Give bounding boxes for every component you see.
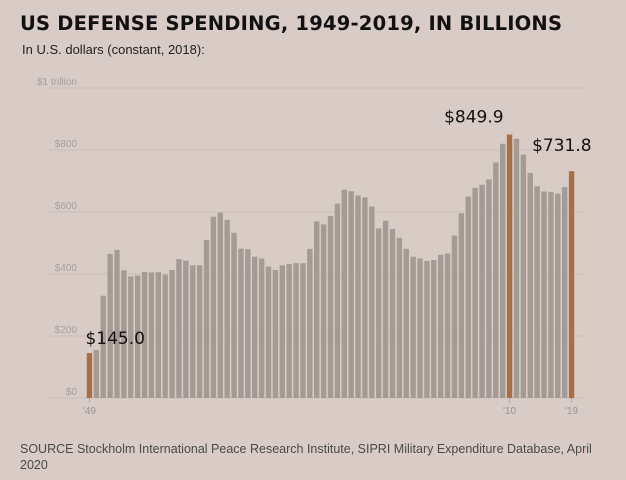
data-label-2019: $731.8: [532, 136, 591, 156]
bar-1981: [307, 248, 313, 398]
bar-1950: [93, 349, 100, 398]
bar-1995: [403, 248, 409, 398]
data-labels: $145.0 $849.9 $731.8: [85, 108, 591, 350]
bar-1980: [300, 263, 306, 398]
bar-chart: $0$200$400$600$800$1 trillion '49'10'19 …: [37, 77, 592, 417]
bar-1986: [341, 189, 347, 398]
bar-1999: [431, 260, 437, 398]
bar-1953: [114, 249, 120, 398]
bar-1951: [100, 295, 106, 398]
bar-1984: [327, 216, 334, 398]
bar-2005: [472, 187, 478, 398]
bar-1974: [258, 258, 265, 398]
bar-1968: [217, 212, 223, 398]
bar-2015: [541, 191, 547, 398]
bar-2003: [458, 213, 465, 398]
bar-1991: [376, 228, 382, 398]
bar-1970: [231, 232, 237, 398]
bar-1996: [410, 256, 416, 398]
bar-1982: [314, 221, 320, 398]
bar-1956: [134, 275, 141, 398]
x-tick-label: '19: [565, 406, 578, 417]
bar-1966: [203, 239, 210, 398]
data-label-1949: $145.0: [85, 329, 144, 349]
bar-highlight-1949: [86, 353, 93, 398]
bar-2011: [513, 138, 520, 398]
bar-1977: [279, 265, 285, 398]
bar-2012: [520, 154, 527, 398]
bar-1955: [128, 276, 134, 398]
bar-1975: [265, 266, 272, 398]
bar-1967: [210, 216, 217, 398]
bar-2013: [527, 172, 533, 398]
bars: [86, 134, 575, 398]
bar-1969: [224, 219, 230, 398]
bar-1979: [293, 263, 299, 398]
chart-subtitle: In U.S. dollars (constant, 2018):: [22, 42, 205, 57]
y-tick-label: $1 trillion: [37, 77, 77, 88]
bar-1964: [190, 265, 196, 398]
bar-2009: [500, 143, 506, 398]
bar-2016: [548, 191, 554, 398]
bar-1998: [424, 260, 430, 398]
bar-2018: [561, 187, 568, 398]
bar-2017: [555, 193, 561, 398]
bar-1989: [362, 197, 368, 398]
bar-1987: [348, 191, 354, 398]
y-tick-label: $200: [55, 325, 78, 336]
bar-1985: [334, 203, 341, 398]
bar-1988: [355, 195, 361, 398]
bar-1957: [141, 271, 148, 398]
bar-1983: [320, 224, 327, 398]
bar-highlight-2010: [506, 134, 513, 398]
bar-1965: [196, 265, 203, 398]
data-label-2010: $849.9: [444, 108, 503, 128]
bar-1993: [389, 229, 396, 398]
bar-1976: [272, 269, 279, 398]
bar-1992: [382, 220, 389, 398]
y-tick-label: $800: [55, 139, 78, 150]
bar-highlight-2019: [568, 171, 575, 398]
bar-1961: [169, 269, 175, 398]
bar-1952: [107, 253, 113, 398]
y-axis-ticks: $0 $200 $400 $600 $800 $1 trillion: [37, 77, 77, 398]
bar-2001: [444, 253, 451, 398]
bar-1972: [245, 249, 251, 398]
bar-1990: [369, 206, 375, 398]
source-note: SOURCE Stockholm International Peace Res…: [20, 442, 592, 472]
x-tick-label: '10: [503, 406, 516, 417]
bar-2007: [486, 179, 492, 398]
bar-1960: [162, 274, 168, 398]
bar-2008: [493, 162, 499, 398]
bar-1997: [417, 258, 423, 398]
y-tick-label: $400: [55, 263, 78, 274]
bar-2014: [534, 186, 540, 398]
bar-1971: [238, 248, 244, 398]
bar-2002: [451, 235, 458, 398]
x-axis-ticks: '49 '10 '19: [83, 398, 579, 417]
chart-title: US DEFENSE SPENDING, 1949-2019, IN BILLI…: [20, 12, 563, 35]
y-tick-label: $0: [66, 387, 78, 398]
bar-1954: [121, 270, 127, 398]
y-tick-label: $600: [55, 201, 78, 212]
bar-2004: [465, 196, 471, 398]
bar-1963: [183, 260, 189, 398]
bar-1958: [148, 272, 155, 398]
bar-1959: [155, 272, 161, 398]
bar-1973: [252, 256, 258, 398]
bar-1994: [396, 237, 403, 398]
x-tick-label: '49: [83, 406, 96, 417]
bar-1978: [286, 264, 292, 398]
bar-1962: [176, 259, 182, 398]
bar-2000: [438, 254, 444, 398]
bar-2006: [479, 184, 485, 398]
